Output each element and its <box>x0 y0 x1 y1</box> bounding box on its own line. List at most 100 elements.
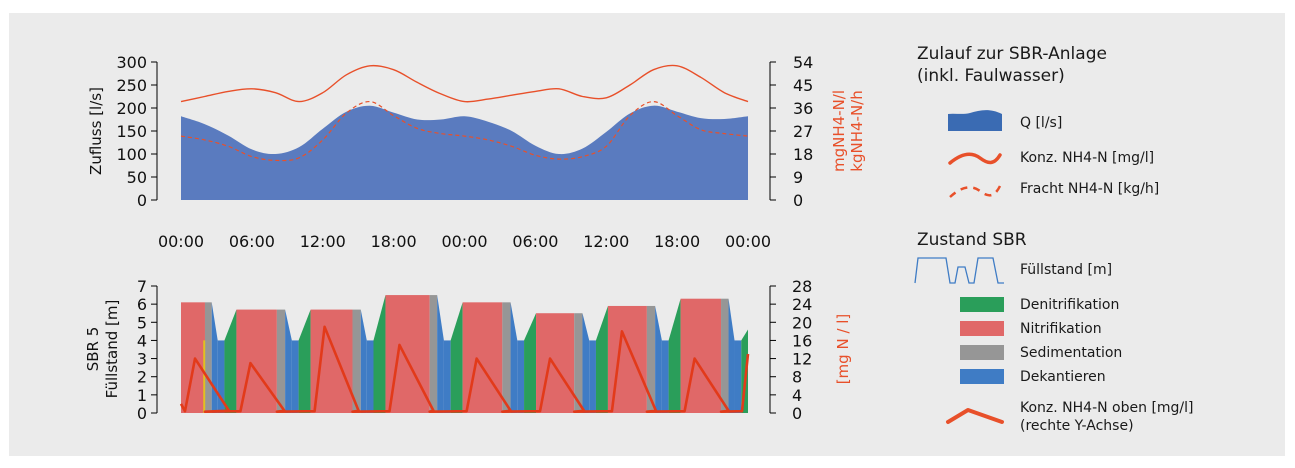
bottom-right-tick-label: 4 <box>792 386 802 405</box>
phase-sedimentation <box>574 313 583 413</box>
bottom-right-tick-label: 28 <box>792 277 812 296</box>
legend-label-konz: Konz. NH4-N [mg/l] <box>1020 150 1154 166</box>
bottom-right-tick-label: 12 <box>792 350 812 369</box>
phase-sedimentation <box>502 302 511 413</box>
phase-dekantieren <box>285 309 292 413</box>
phase-sedimentation <box>721 298 729 413</box>
legend-label-konz-oben: Konz. NH4-N oben [mg/l] <box>1020 400 1194 416</box>
top-chart-zulauf: 0 50 100 150 200 250 300 0 9 18 27 36 45 54 00:00 06:00… <box>87 53 866 251</box>
top-x-tick-label: 18:00 <box>371 232 417 251</box>
phase-denitrifikation <box>373 295 386 413</box>
legend-subtitle-zulauf: (inkl. Faulwasser) <box>917 66 1065 86</box>
legend-label-q: Q [l/s] <box>1020 115 1062 131</box>
top-x-tick-label: 00:00 <box>158 232 204 251</box>
phase-dekantieren-idle <box>291 340 299 413</box>
bottom-left-tick-label: 2 <box>137 368 147 387</box>
top-right-tick-label: 54 <box>793 53 813 72</box>
legend-fracht-swatch <box>949 185 1002 198</box>
series-konz-oben-line <box>179 325 750 413</box>
phase-dekantieren-idle <box>734 340 742 413</box>
legend-label-nitrifikation: Nitrifikation <box>1020 321 1102 337</box>
legend-denitrifikation-swatch <box>960 297 1004 312</box>
bottom-right-tick-label: 0 <box>792 404 802 423</box>
series-fracht-line <box>180 100 749 162</box>
bottom-right-tick-label: 16 <box>792 331 812 350</box>
bottom-left-tick-label: 3 <box>137 350 147 369</box>
phase-denitrifikation <box>524 313 537 413</box>
phase-sedimentation <box>276 309 286 413</box>
bottom-right-tick-label: 24 <box>792 295 812 314</box>
legend-label-fuellstand: Füllstand [m] <box>1020 262 1112 278</box>
bottom-left-axis-title-1: SBR 5 <box>84 327 102 372</box>
top-x-tick-label: 18:00 <box>654 232 700 251</box>
legend-konz-oben-swatch <box>946 408 1004 424</box>
bottom-right-tick-label: 8 <box>792 368 802 387</box>
legend-title-zulauf: Zulauf zur SBR-Anlage <box>917 44 1107 64</box>
top-x-tick-label: 06:00 <box>512 232 558 251</box>
legend-nitrifikation-swatch <box>960 321 1004 336</box>
top-right-tick-label: 27 <box>793 122 813 141</box>
phase-nitrifikation <box>181 302 205 413</box>
top-x-tick-label: 00:00 <box>441 232 487 251</box>
phase-sedimentation <box>204 302 212 413</box>
top-left-tick-label: 100 <box>116 145 147 164</box>
phase-dekantieren-idle <box>366 340 374 413</box>
phase-dekantieren <box>728 298 735 413</box>
phase-sedimentation <box>646 305 656 413</box>
phase-dekantieren <box>360 309 367 413</box>
top-x-tick-label: 12:00 <box>583 232 629 251</box>
phase-dekantieren <box>211 302 218 413</box>
top-right-tick-label: 36 <box>793 99 813 118</box>
phase-sedimentation <box>352 309 361 413</box>
top-x-tick-label: 06:00 <box>229 232 275 251</box>
bottom-left-tick-label: 7 <box>137 277 147 296</box>
legend-label-dekantieren: Dekantieren <box>1020 369 1106 385</box>
top-x-tick-label: 00:00 <box>725 232 771 251</box>
phase-dekantieren <box>437 295 444 413</box>
phase-dekantieren <box>582 313 590 413</box>
top-right-tick-label: 9 <box>793 168 803 187</box>
bottom-left-tick-label: 6 <box>137 295 147 314</box>
top-right-axis-title-2: kgNH4-N/h <box>848 90 866 171</box>
top-left-tick-label: 50 <box>127 168 147 187</box>
bottom-left-axis-title-2: Füllstand [m] <box>103 300 121 399</box>
phase-dekantieren-idle <box>443 340 451 413</box>
phase-denitrifikation <box>224 309 237 413</box>
legend-dekantieren-swatch <box>960 369 1004 384</box>
bottom-right-tick-label: 20 <box>792 313 812 332</box>
top-right-tick-label: 18 <box>793 145 813 164</box>
legend-fuellstand-swatch <box>914 257 1004 284</box>
top-right-axis-title-1: mgNH4-N/l <box>830 90 848 172</box>
top-left-tick-label: 150 <box>116 122 147 141</box>
phase-denitrifikation <box>668 298 681 413</box>
legend: Zulauf zur SBR-Anlage (inkl. Faulwasser)… <box>914 44 1194 434</box>
top-left-tick-label: 200 <box>116 99 147 118</box>
legend-label-sedimentation: Sedimentation <box>1020 345 1122 361</box>
top-left-tick-label: 300 <box>116 53 147 72</box>
phase-denitrifikation <box>450 302 463 413</box>
legend-title-zustand: Zustand SBR <box>917 230 1027 250</box>
phase-dekantieren-idle <box>589 340 596 413</box>
bottom-left-tick-label: 4 <box>137 331 147 350</box>
legend-label-fracht: Fracht NH4-N [kg/h] <box>1020 181 1159 197</box>
phase-dekantieren <box>510 302 518 413</box>
legend-konz-swatch <box>948 152 1002 165</box>
legend-label-denitrifikation: Denitrifikation <box>1020 297 1119 313</box>
phase-denitrifikation <box>595 305 608 413</box>
top-right-tick-label: 45 <box>793 76 813 95</box>
phase-dekantieren-idle <box>517 340 525 413</box>
top-left-axis-title: Zufluss [l/s] <box>87 87 105 175</box>
bottom-right-axis-title: [mg N / l] <box>834 314 852 385</box>
top-left-tick-label: 250 <box>116 76 147 95</box>
bottom-left-tick-label: 0 <box>137 404 147 423</box>
top-x-tick-label: 12:00 <box>300 232 346 251</box>
phase-denitrifikation <box>298 309 311 413</box>
top-right-tick-label: 0 <box>793 191 803 210</box>
bottom-left-tick-label: 1 <box>137 386 147 405</box>
bottom-left-tick-label: 5 <box>137 313 147 332</box>
phase-dekantieren-idle <box>217 340 225 413</box>
phase-dekantieren <box>655 305 662 413</box>
